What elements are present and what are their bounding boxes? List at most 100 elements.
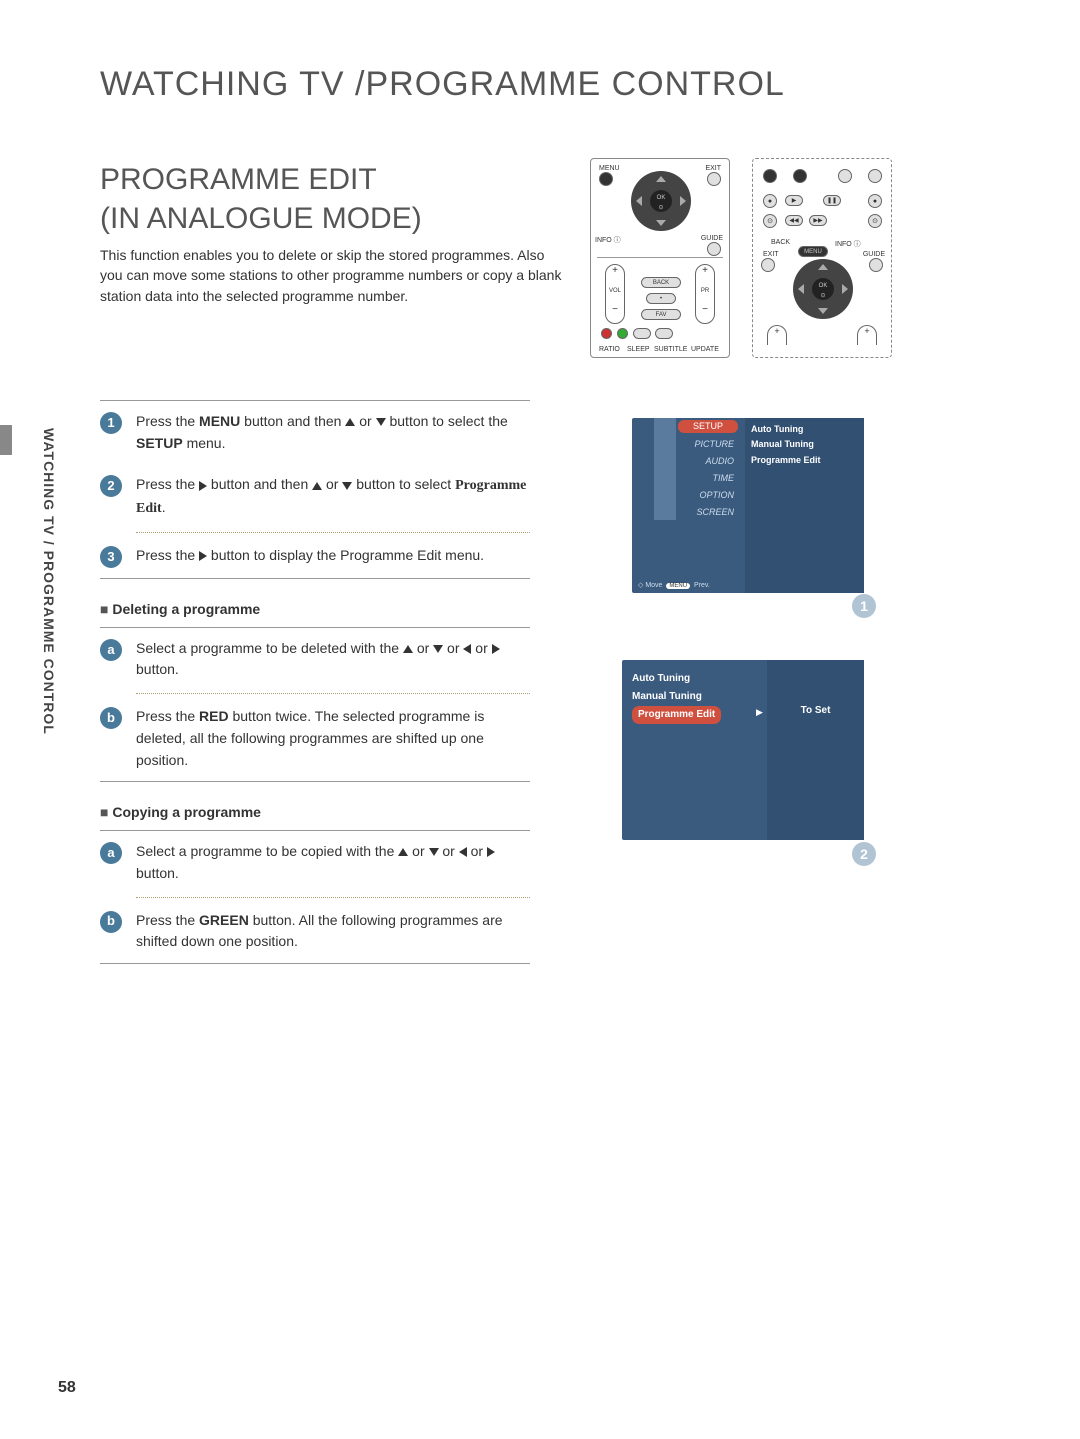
- osd1-footer: ◇ Move MENU Prev.: [638, 581, 710, 589]
- remote-left-illustration: MENU EXIT OK⊙ INFO ⓘ GUIDE BACK • FAV + …: [590, 158, 730, 358]
- bullet-2: 2: [100, 475, 122, 497]
- r2-btn3: [838, 169, 852, 183]
- osd1-item: OPTION: [678, 490, 738, 500]
- vol-rocker: + VOL −: [605, 264, 625, 324]
- back-button: BACK: [641, 277, 681, 288]
- osd1-item: SCREEN: [678, 507, 738, 517]
- stop-icon: ●: [868, 194, 882, 208]
- dotted-divider: [136, 897, 530, 898]
- down-arrow-icon: [433, 645, 443, 653]
- menu-icon: [654, 469, 676, 486]
- osd2-right-text: To Set: [801, 705, 831, 840]
- bullet-3: 3: [100, 546, 122, 568]
- dpad-down-icon: [656, 220, 666, 226]
- right-arrow-icon: [492, 644, 500, 654]
- page-number: 58: [58, 1379, 76, 1397]
- btn-4: [655, 328, 673, 339]
- exit-button: [707, 172, 721, 186]
- r2-dpad-right-icon: [842, 284, 848, 294]
- guide-button: [707, 242, 721, 256]
- osd2-right-panel: To Set: [767, 660, 864, 840]
- step-del-b-text: Press the RED button twice. The selected…: [136, 706, 530, 771]
- step-del-a-text: Select a programme to be deleted with th…: [136, 638, 530, 681]
- label-info: INFO ⓘ: [595, 235, 621, 245]
- step-1: 1 Press the MENU button and then or butt…: [100, 401, 530, 464]
- left-arrow-icon: [459, 847, 467, 857]
- step-2: 2 Press the button and then or button to…: [100, 464, 530, 529]
- down-arrow-icon: [376, 418, 386, 426]
- r2-info: INFO ⓘ: [835, 239, 861, 249]
- step-del-b: b Press the RED button twice. The select…: [100, 696, 530, 781]
- r2-vol-rocker: +: [767, 325, 787, 345]
- bullet-a2: a: [100, 842, 122, 864]
- r2-ok-button: OK⊙: [812, 278, 834, 300]
- ff-icon: ▶▶: [809, 215, 827, 226]
- osd1-right-item: Auto Tuning: [751, 422, 858, 437]
- up-arrow-icon: [398, 848, 408, 856]
- right-arrow-icon: [199, 481, 207, 491]
- r2-guide: GUIDE: [863, 251, 885, 258]
- down-arrow-icon: [429, 848, 439, 856]
- osd2-item: Manual Tuning: [632, 688, 757, 706]
- osd-badge-1: 1: [852, 594, 876, 618]
- r2-dpad-left-icon: [798, 284, 804, 294]
- sidebar-text: WATCHING TV / PROGRAMME CONTROL: [41, 428, 57, 735]
- fav-button: FAV: [641, 309, 681, 320]
- osd1-item: AUDIO: [678, 456, 738, 466]
- osd1-item: PICTURE: [678, 439, 738, 449]
- dpad-ring: OK⊙: [631, 171, 691, 231]
- pause-icon: ❚❚: [823, 195, 841, 206]
- label-exit: EXIT: [705, 165, 721, 172]
- right-arrow-icon: [487, 847, 495, 857]
- r2-menu-button: MENU: [798, 246, 828, 257]
- dotted-divider: [136, 532, 530, 533]
- copying-heading: Copying a programme: [100, 782, 530, 830]
- right-arrow-icon: [199, 551, 207, 561]
- remote-right-illustration: ● ▶ ❚❚ ● ⊙ ◀◀ ▶▶ ⊙ BACK MENU INFO ⓘ EXIT…: [752, 158, 892, 358]
- menu-button: [599, 172, 613, 186]
- side-tab: [0, 425, 12, 455]
- r2-dpad-down-icon: [818, 308, 828, 314]
- r2-btn1: [763, 169, 777, 183]
- r2-btn4: [868, 169, 882, 183]
- step-copy-b-text: Press the GREEN button. All the followin…: [136, 910, 530, 953]
- dotted-divider: [136, 693, 530, 694]
- step-2-text: Press the button and then or button to s…: [136, 474, 530, 519]
- bullet-a: a: [100, 639, 122, 661]
- label-ratio: RATIO: [599, 346, 620, 353]
- label-subtitle: SUBTITLE: [654, 346, 687, 353]
- green-button: [617, 328, 628, 339]
- osd1-right-item: Programme Edit: [751, 453, 858, 468]
- divider: [100, 963, 530, 964]
- label-guide: GUIDE: [701, 235, 723, 242]
- osd1-right-item: Manual Tuning: [751, 437, 858, 452]
- r2-btn2: [793, 169, 807, 183]
- osd2-item: Auto Tuning: [632, 670, 757, 688]
- menu-icon: [654, 435, 676, 452]
- up-arrow-icon: [345, 418, 355, 426]
- step-del-a: a Select a programme to be deleted with …: [100, 628, 530, 691]
- step-copy-b: b Press the GREEN button. All the follow…: [100, 900, 530, 963]
- osd1-right-panel: Auto Tuning Manual Tuning Programme Edit: [745, 418, 864, 593]
- rew2-icon: ⊙: [763, 214, 777, 228]
- label-update: UPDATE: [691, 346, 719, 353]
- label-menu: MENU: [599, 165, 620, 172]
- r2-exit: EXIT: [763, 251, 779, 258]
- r2-back: BACK: [771, 239, 790, 246]
- section-title-line2: (IN ANALOGUE MODE): [100, 202, 422, 235]
- ok-button: OK⊙: [650, 190, 672, 212]
- down-arrow-icon: [342, 482, 352, 490]
- steps-container: 1 Press the MENU button and then or butt…: [100, 400, 530, 964]
- step-3: 3 Press the button to display the Progra…: [100, 535, 530, 578]
- dpad-right-icon: [680, 196, 686, 206]
- deleting-heading: Deleting a programme: [100, 579, 530, 627]
- intro-text: This function enables you to delete or s…: [100, 245, 570, 306]
- osd2-left-panel: Auto Tuning Manual Tuning Programme Edit: [622, 660, 767, 734]
- r2-guide-button: [869, 258, 883, 272]
- osd1-item: TIME: [678, 473, 738, 483]
- rew-icon: ◀◀: [785, 215, 803, 226]
- osd1-item: SETUP: [678, 420, 738, 433]
- red-button: [601, 328, 612, 339]
- menu-icon: [654, 486, 676, 503]
- step-3-text: Press the button to display the Programm…: [136, 545, 530, 567]
